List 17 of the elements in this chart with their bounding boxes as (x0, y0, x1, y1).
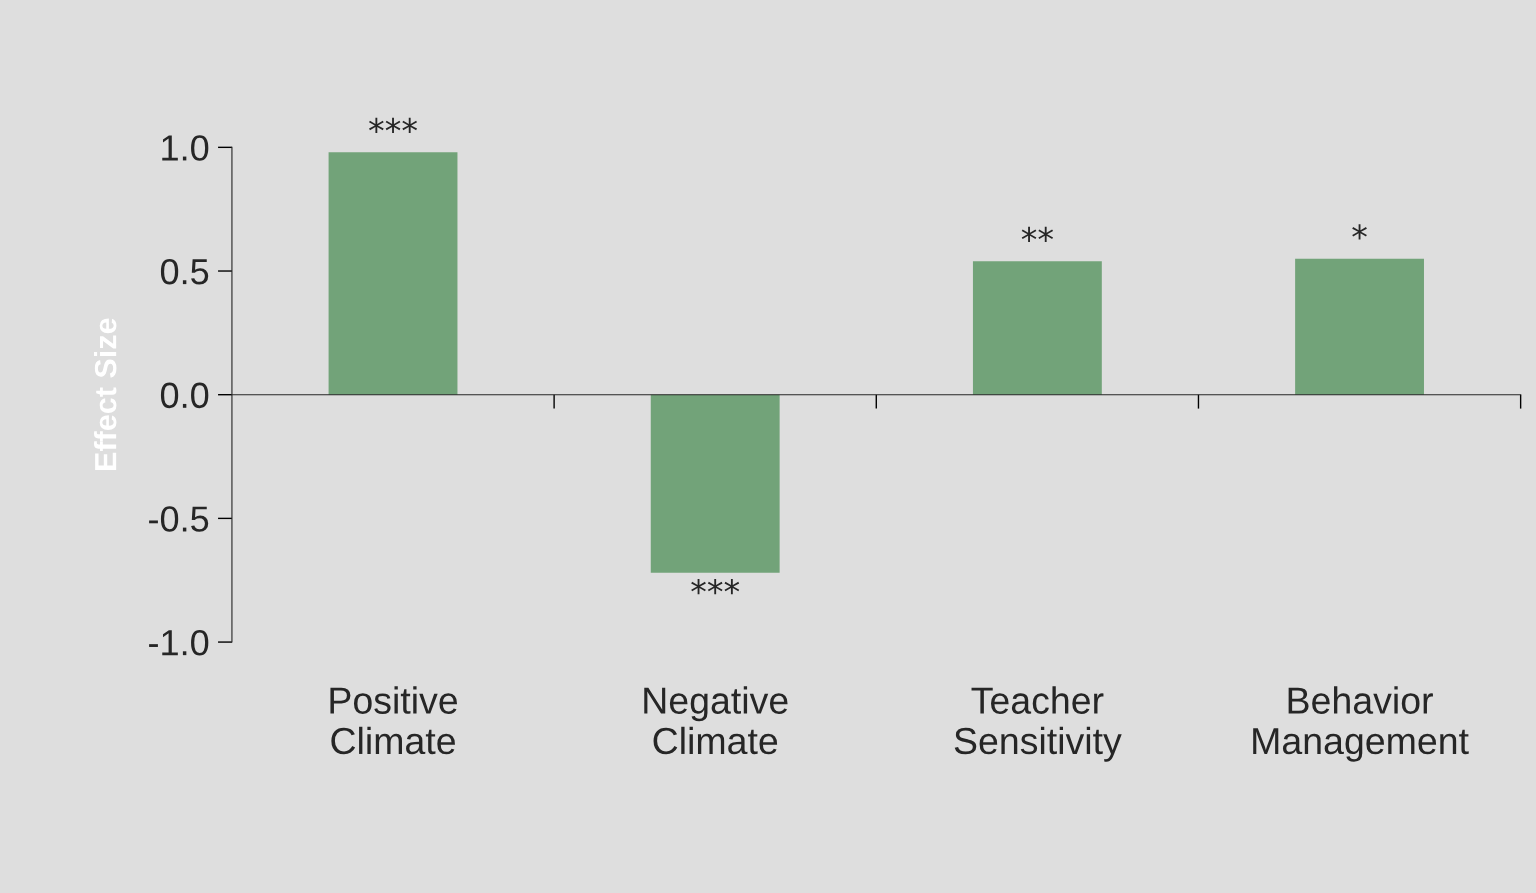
y-tick-label: -0.5 (149, 506, 209, 532)
y-tick-label: -1.0 (149, 629, 209, 656)
bar (972, 261, 1102, 395)
y-tick-label: 1.0 (162, 135, 209, 161)
bar (650, 394, 780, 573)
annotation: * (1352, 224, 1367, 240)
annotation: *** (369, 117, 418, 134)
y-tick-label: 0.0 (160, 382, 209, 409)
x-tick-label: Negative Climate (644, 686, 788, 755)
bar (328, 152, 458, 395)
x-tick-label: Behavior Management (1253, 686, 1469, 762)
y-tick-label: 0.5 (160, 258, 209, 285)
x-tick-label: Teacher Sensitivity (954, 686, 1122, 762)
annotation: ** (1021, 226, 1054, 242)
bar (1295, 258, 1424, 395)
x-tick-label: Positive Climate (330, 686, 458, 755)
annotation: *** (691, 578, 740, 595)
